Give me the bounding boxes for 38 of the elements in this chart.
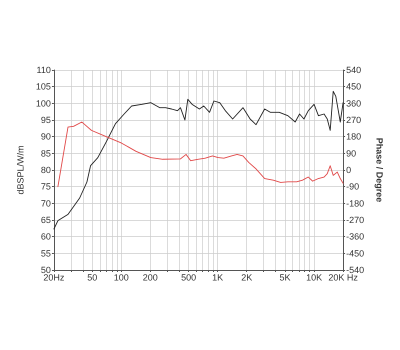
y2-tick-label: 270	[346, 115, 362, 125]
y-tick-label: 75	[40, 182, 51, 192]
x-tick-label: 20Hz	[43, 272, 65, 282]
y2-tick-label: 90	[346, 148, 356, 158]
y-tick-label: 110	[36, 65, 51, 75]
y-tick-label: 95	[40, 115, 51, 125]
y-tick-label: 90	[40, 132, 51, 142]
y2-tick-label: 180	[346, 132, 362, 142]
y-tick-label: 85	[40, 148, 51, 158]
y2-tick-label: 0	[346, 165, 352, 175]
y-tick-label: 105	[36, 82, 51, 92]
y-tick-label: 100	[36, 98, 51, 108]
y2-tick-label: 450	[346, 82, 362, 92]
y2-tick-label: 540	[346, 65, 362, 75]
y2-tick-label: 360	[346, 98, 362, 108]
y2-tick-label: -180	[346, 198, 364, 208]
y-tick-label: 70	[40, 198, 51, 208]
y-tick-label: 55	[40, 248, 51, 258]
y2-tick-label: -360	[346, 232, 364, 242]
y-axis-title: dBSPL/W/m	[16, 145, 26, 195]
x-tick-label: 200	[142, 272, 158, 282]
x-tick-label: 1K	[212, 272, 224, 282]
y-tick-label: 60	[40, 232, 51, 242]
y2-tick-label: -540	[346, 265, 364, 275]
y2-axis-title: Phase / Degree	[374, 138, 384, 202]
y-tick-label: 65	[40, 215, 51, 225]
y-tick-label: 50	[40, 265, 51, 275]
y-tick-label: 80	[40, 165, 51, 175]
x-tick-label: 10K	[306, 272, 322, 282]
y2-tick-label: -270	[346, 215, 364, 225]
x-tick-label: 500	[181, 272, 196, 282]
y2-tick-label: -90	[346, 182, 360, 192]
x-tick-label: 2K	[241, 272, 252, 282]
x-tick-label: 100	[114, 272, 129, 282]
y2-tick-label: -450	[346, 248, 364, 258]
x-tick-label: 20K Hz	[328, 272, 358, 282]
x-tick-label: 5K	[280, 272, 291, 282]
x-tick-label: 50	[87, 272, 98, 282]
